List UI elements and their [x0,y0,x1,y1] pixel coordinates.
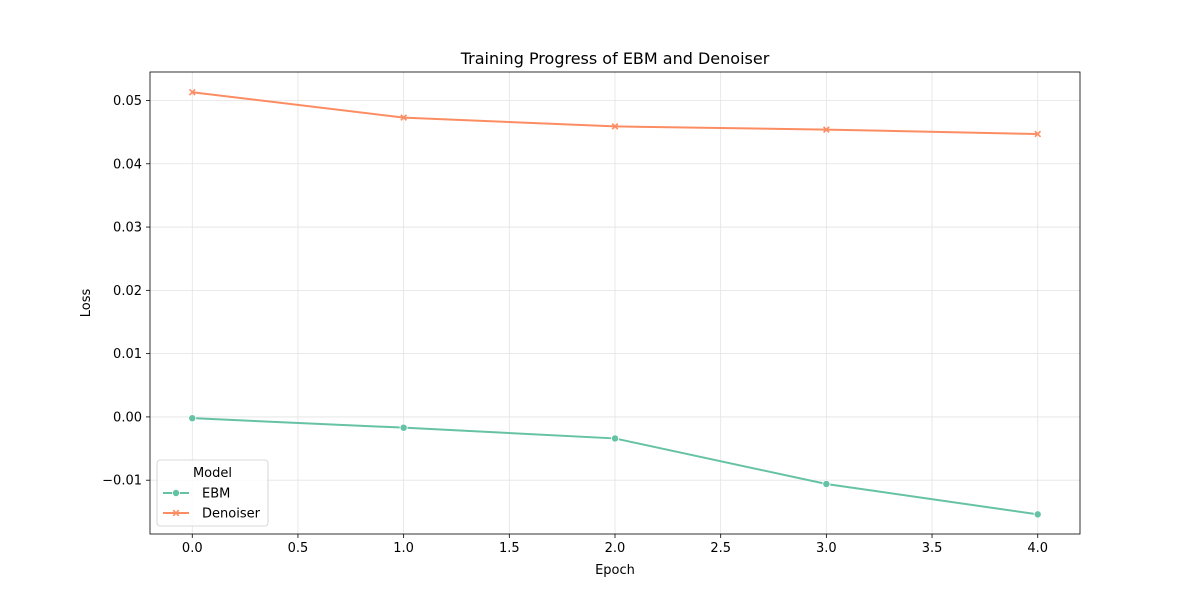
chart-title: Training Progress of EBM and Denoiser [460,49,770,68]
denoiser-point [188,88,196,96]
legend-label-ebm: EBM [202,487,230,502]
x-tick-label: 2.5 [710,541,731,556]
x-tick-label: 1.0 [393,541,414,556]
legend-title: Model [193,466,232,481]
axis-ticks: 0.0 0.5 1.0 1.5 2.0 2.5 3.0 3.5 4.0 −0.01 0.00 0.01… [102,94,1048,556]
denoiser-point [1034,130,1042,138]
legend-label-denoiser: Denoiser [202,507,261,522]
legend: Model EBM Denoiser [156,459,269,527]
series-lines [188,88,1042,519]
x-axis-label: Epoch [595,563,635,578]
x-tick-label: 0.0 [182,541,203,556]
grid-lines [150,72,1080,534]
y-tick-label: −0.01 [102,474,142,489]
denoiser-point [611,123,619,130]
y-tick-label: 0.01 [113,347,142,362]
y-tick-label: 0.03 [113,221,142,236]
x-tick-label: 4.0 [1027,541,1048,556]
denoiser-point [400,114,408,121]
y-axis-label: Loss [79,289,94,318]
y-tick-label: 0.05 [113,94,142,109]
x-tick-label: 3.5 [922,541,943,556]
y-tick-label: 0.04 [113,157,142,172]
ebm-point [822,480,831,489]
x-tick-label: 1.5 [499,541,520,556]
y-tick-label: 0.00 [113,410,142,425]
ebm-point [188,414,197,423]
legend-box [156,459,269,527]
denoiser-point [822,126,830,133]
x-tick-label: 3.0 [816,541,837,556]
ebm-point [611,434,620,443]
x-tick-label: 2.0 [605,541,626,556]
legend-marker-ebm [171,488,180,497]
ebm-point [399,423,408,432]
ebm-point [1033,510,1042,519]
y-tick-label: 0.02 [113,284,142,299]
x-tick-label: 0.5 [288,541,309,556]
legend-marker-denoiser [172,509,180,517]
